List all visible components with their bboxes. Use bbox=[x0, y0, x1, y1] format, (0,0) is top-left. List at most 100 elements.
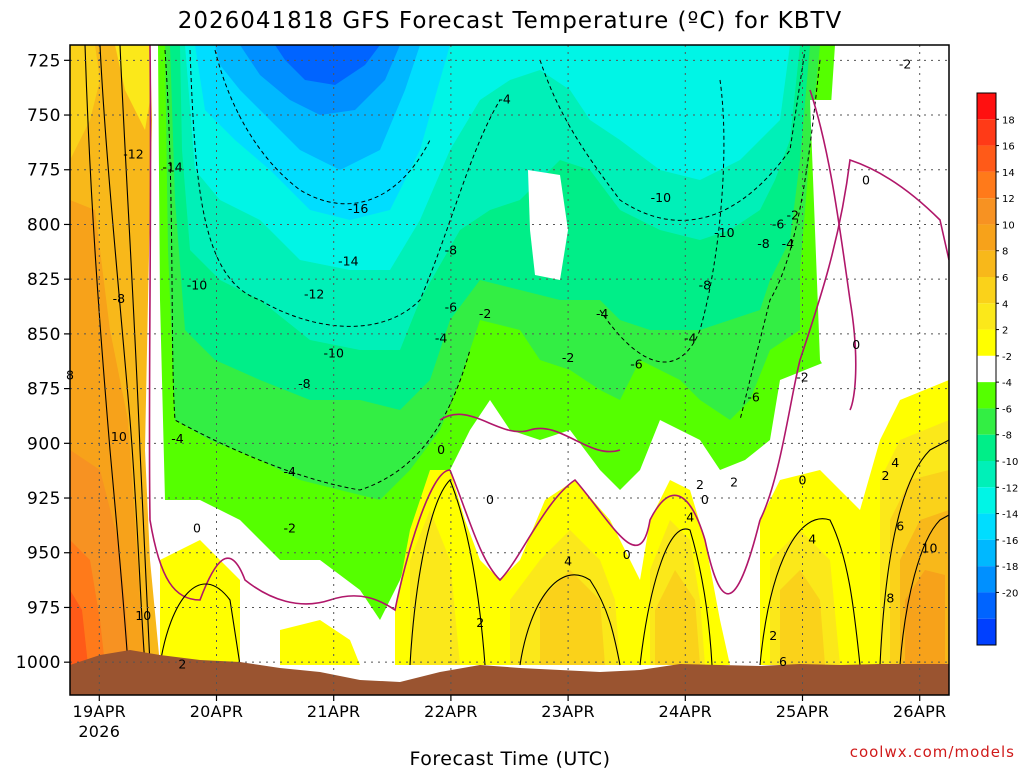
y-tick-label-950: 950 bbox=[27, 544, 61, 564]
colorbar-segment--14 bbox=[977, 513, 996, 540]
contour-label-3: -14 bbox=[162, 160, 182, 175]
y-tick-label-975: 975 bbox=[27, 598, 61, 618]
colorbar-label--6: -6 bbox=[1002, 404, 1012, 415]
contour-label-44: -2 bbox=[284, 521, 296, 536]
terrain-surface bbox=[70, 650, 949, 695]
colorbar-label--14: -14 bbox=[1002, 510, 1018, 521]
contour-label-11: 0 bbox=[862, 173, 870, 188]
contour-label-30: -6 bbox=[747, 389, 760, 404]
y-tick-label-900: 900 bbox=[27, 434, 61, 454]
colorbar-segment-top bbox=[977, 93, 996, 120]
x-tick-label-22APR: 22APR bbox=[424, 702, 478, 721]
colorbar-label--2: -2 bbox=[1002, 352, 1012, 363]
contour-label-50: 8 bbox=[886, 591, 894, 606]
contour-label-39: 2 bbox=[730, 475, 738, 490]
pressure-axis: 725 750 775 800 825 850 875 900 925 950 975 1000 bbox=[16, 51, 70, 673]
contour-label-15: -8 bbox=[113, 291, 126, 306]
contour-label-26: -6 bbox=[630, 357, 643, 372]
contour-label-45: 6 bbox=[896, 518, 904, 533]
colorbar-segment--16 bbox=[977, 539, 996, 567]
contour-label-35: 4 bbox=[891, 455, 899, 470]
x-tick-label-23APR: 23APR bbox=[541, 702, 595, 721]
contour-label-51: 10 bbox=[135, 608, 151, 623]
credit-text: coolwx.com/models bbox=[850, 743, 1015, 761]
contour-label-25: -2 bbox=[562, 350, 574, 365]
y-tick-label-1000: 1000 bbox=[16, 653, 61, 673]
contour-label-38: 2 bbox=[696, 477, 704, 492]
y-tick-label-825: 825 bbox=[27, 270, 61, 290]
positive-isotherm-1 bbox=[119, 45, 151, 666]
colorbar-label--20: -20 bbox=[1002, 588, 1018, 599]
colorbar-segment--2 bbox=[977, 355, 996, 383]
positive-isotherm-8 bbox=[879, 439, 949, 666]
colorbar-segment--20 bbox=[977, 592, 996, 619]
contour-label-31: 10 bbox=[111, 429, 127, 444]
y-tick-label-725: 725 bbox=[27, 51, 61, 71]
temperature-band-6-28 bbox=[655, 570, 700, 665]
temperature-band--2-17 bbox=[810, 100, 949, 410]
colorbar: 18 16 14 12 10 8 6 4 2 -2 -4 -6 -8 -10 -12 -14 -16 -18 -20 bbox=[976, 92, 1018, 646]
positive-isotherm-5 bbox=[519, 574, 621, 666]
contour-label-9: -8 bbox=[757, 236, 770, 251]
colorbar-label-14: 14 bbox=[1002, 168, 1015, 179]
temperature-band-4-22 bbox=[410, 510, 460, 665]
colorbar-label-10: 10 bbox=[1002, 220, 1015, 231]
contour-label-34: -4 bbox=[284, 464, 297, 479]
colorbar-segment-16 bbox=[977, 145, 996, 172]
colorbar-segment--12 bbox=[977, 487, 996, 514]
contour-label-0: -2 bbox=[899, 57, 911, 72]
colorbar-label--18: -18 bbox=[1002, 562, 1018, 573]
temperature-band-4-6 bbox=[115, 45, 150, 130]
temperature-band-16-4 bbox=[70, 590, 88, 665]
contour-label-4: -16 bbox=[348, 201, 368, 216]
zero-isotherm-3 bbox=[439, 413, 621, 453]
zero-isotherm-0 bbox=[148, 45, 451, 612]
positive-isotherm-0 bbox=[99, 45, 146, 666]
contour-label-24: -10 bbox=[323, 346, 343, 361]
contour-label-6: -10 bbox=[714, 225, 734, 240]
x-axis-label: Forecast Time (UTC) bbox=[410, 748, 611, 768]
positive-isotherm-7 bbox=[759, 518, 861, 666]
colorbar-label-12: 12 bbox=[1002, 194, 1015, 205]
contour-label-54: 6 bbox=[779, 654, 787, 669]
x-tick-label-25APR: 25APR bbox=[776, 702, 830, 721]
contour-label-5: -10 bbox=[651, 190, 671, 205]
colorbar-segment--6 bbox=[977, 408, 996, 435]
contour-label-53: 2 bbox=[769, 628, 777, 643]
colorbar-frame bbox=[976, 92, 997, 646]
contour-label-19: -4 bbox=[596, 306, 609, 321]
contour-label-18: -2 bbox=[479, 306, 491, 321]
colorbar-label--16: -16 bbox=[1002, 536, 1018, 547]
x-tick-label-19APR: 19APR bbox=[73, 702, 127, 721]
colorbar-segment-10 bbox=[977, 224, 996, 251]
contour-label-40: 0 bbox=[486, 492, 494, 507]
colorbar-segment-12 bbox=[977, 198, 996, 225]
temperature-band-6-29 bbox=[780, 570, 825, 665]
temperature-band-6-27 bbox=[540, 570, 605, 665]
colorbar-label--12: -12 bbox=[1002, 483, 1018, 494]
temperature-band-2-19 bbox=[280, 620, 360, 665]
negative-isotherm-0 bbox=[164, 49, 471, 491]
negative-isotherm-5 bbox=[739, 59, 821, 421]
y-tick-label-775: 775 bbox=[27, 161, 61, 181]
colorbar-label--8: -8 bbox=[1002, 431, 1012, 442]
colorbar-label-16: 16 bbox=[1002, 142, 1015, 153]
contour-label-14: -10 bbox=[187, 278, 207, 293]
colorbar-label--4: -4 bbox=[1002, 378, 1012, 389]
contour-label-2: -12 bbox=[123, 146, 143, 161]
x-tick-label-20APR: 20APR bbox=[190, 702, 244, 721]
zero-isotherm-1 bbox=[449, 469, 761, 595]
colorbar-segment-6 bbox=[977, 277, 996, 304]
positive-isotherm-3 bbox=[159, 583, 241, 666]
colorbar-label-6: 6 bbox=[1002, 273, 1008, 284]
contour-label-33: 0 bbox=[437, 442, 445, 457]
contour-label-1: -4 bbox=[498, 92, 511, 107]
temperature-band--2-16 bbox=[528, 170, 568, 280]
contour-label-12: -8 bbox=[445, 243, 458, 258]
temperature-band-10-32 bbox=[905, 570, 945, 665]
colorbar-label-18: 18 bbox=[1002, 115, 1015, 126]
contour-label-52: 2 bbox=[476, 615, 484, 630]
contour-label-43: 0 bbox=[193, 521, 201, 536]
colorbar-segment--18 bbox=[977, 566, 996, 593]
